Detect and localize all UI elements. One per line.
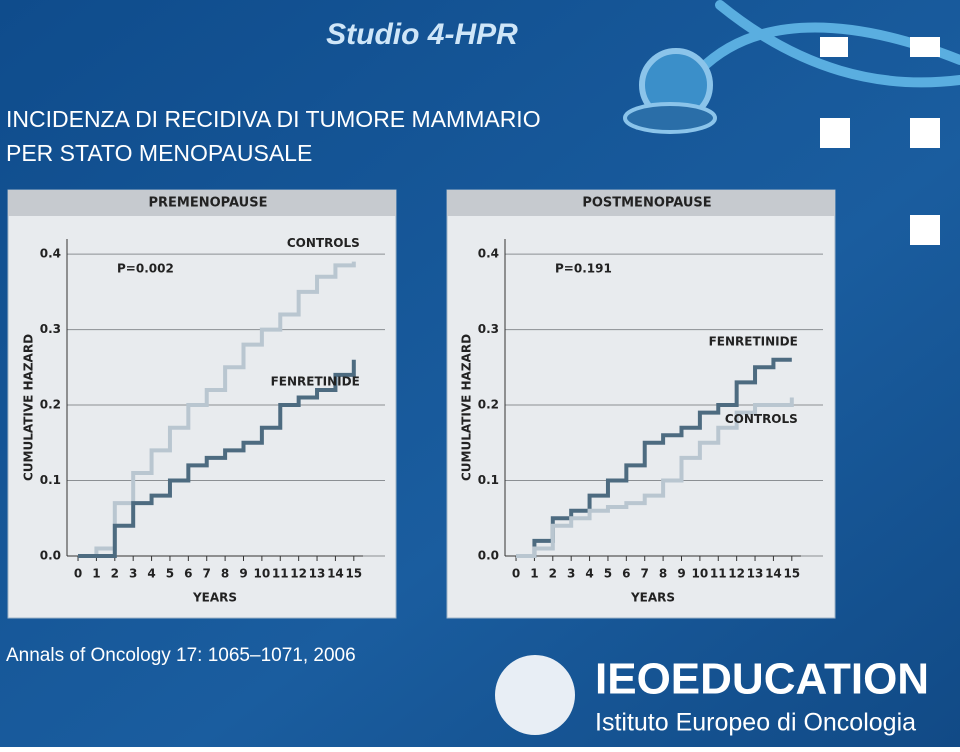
- x-tick-label: 10: [254, 567, 271, 581]
- y-tick-label: 0.0: [40, 549, 61, 563]
- x-tick-label: 5: [166, 567, 174, 581]
- x-tick-label: 10: [692, 567, 709, 581]
- chart-title: PREMENOPAUSE: [149, 196, 268, 211]
- citation: Annals of Oncology 17: 1065–1071, 2006: [6, 645, 356, 666]
- x-tick-label: 5: [604, 567, 612, 581]
- x-axis-label: YEARS: [630, 591, 675, 605]
- panel-header: [8, 190, 396, 216]
- series-line: [516, 357, 792, 558]
- x-tick-label: 2: [111, 567, 119, 581]
- slide-title: INCIDENZA DI RECIDIVA DI TUMORE MAMMARIO: [6, 106, 541, 132]
- x-tick-label: 12: [290, 567, 307, 581]
- series-label: FENRETINIDE: [271, 374, 360, 388]
- series-label: CONTROLS: [725, 412, 798, 426]
- y-tick-label: 0.4: [40, 247, 61, 261]
- logo-institute: Istituto Europeo di Oncologia: [595, 709, 916, 737]
- x-tick-label: 6: [622, 567, 630, 581]
- annotation: P=0.191: [555, 262, 612, 276]
- logo: IEOEDUCATION Istituto Europeo di Oncolog…: [495, 655, 929, 737]
- x-tick-label: 0: [512, 567, 520, 581]
- x-tick-label: 4: [585, 567, 593, 581]
- x-tick-label: 4: [147, 567, 155, 581]
- y-tick-label: 0.4: [478, 247, 499, 261]
- x-tick-label: 15: [345, 567, 362, 581]
- y-axis-label: CUMULATIVE HAZARD: [22, 334, 36, 481]
- series-line: [78, 359, 356, 558]
- panel-header: [447, 190, 835, 216]
- decor-squares: [820, 37, 940, 245]
- x-tick-label: 13: [309, 567, 326, 581]
- stethoscope: [623, 0, 960, 134]
- x-tick-label: 3: [567, 567, 575, 581]
- series-title: Studio 4-HPR: [326, 18, 518, 51]
- y-tick-label: 0.1: [40, 473, 61, 487]
- x-tick-label: 9: [239, 567, 247, 581]
- x-tick-label: 14: [765, 567, 782, 581]
- y-tick-label: 0.0: [478, 549, 499, 563]
- y-tick-label: 0.3: [478, 322, 499, 336]
- chart-title: POSTMENOPAUSE: [582, 196, 711, 211]
- series-line: [516, 397, 794, 558]
- y-tick-label: 0.2: [40, 398, 61, 412]
- x-tick-label: 7: [203, 567, 211, 581]
- logo-brand: IEOEDUCATION: [595, 655, 929, 704]
- x-tick-label: 13: [747, 567, 764, 581]
- x-tick-label: 14: [327, 567, 344, 581]
- x-tick-label: 7: [641, 567, 649, 581]
- x-tick-label: 2: [549, 567, 557, 581]
- x-tick-label: 1: [92, 567, 100, 581]
- series-label: CONTROLS: [287, 236, 360, 250]
- x-tick-label: 12: [728, 567, 745, 581]
- x-tick-label: 0: [74, 567, 82, 581]
- x-tick-label: 11: [272, 567, 289, 581]
- x-tick-label: 11: [710, 567, 727, 581]
- x-tick-label: 3: [129, 567, 137, 581]
- y-tick-label: 0.1: [478, 473, 499, 487]
- x-axis-label: YEARS: [192, 591, 237, 605]
- slide-title: PER STATO MENOPAUSALE: [6, 140, 312, 166]
- x-tick-label: 8: [659, 567, 667, 581]
- x-tick-label: 9: [677, 567, 685, 581]
- y-axis-label: CUMULATIVE HAZARD: [460, 334, 474, 481]
- x-tick-label: 15: [783, 567, 800, 581]
- x-tick-label: 8: [221, 567, 229, 581]
- y-tick-label: 0.3: [40, 322, 61, 336]
- annotation: P=0.002: [117, 262, 174, 276]
- y-tick-label: 0.2: [478, 398, 499, 412]
- series-label: FENRETINIDE: [709, 334, 798, 348]
- x-tick-label: 6: [184, 567, 192, 581]
- x-tick-label: 1: [530, 567, 538, 581]
